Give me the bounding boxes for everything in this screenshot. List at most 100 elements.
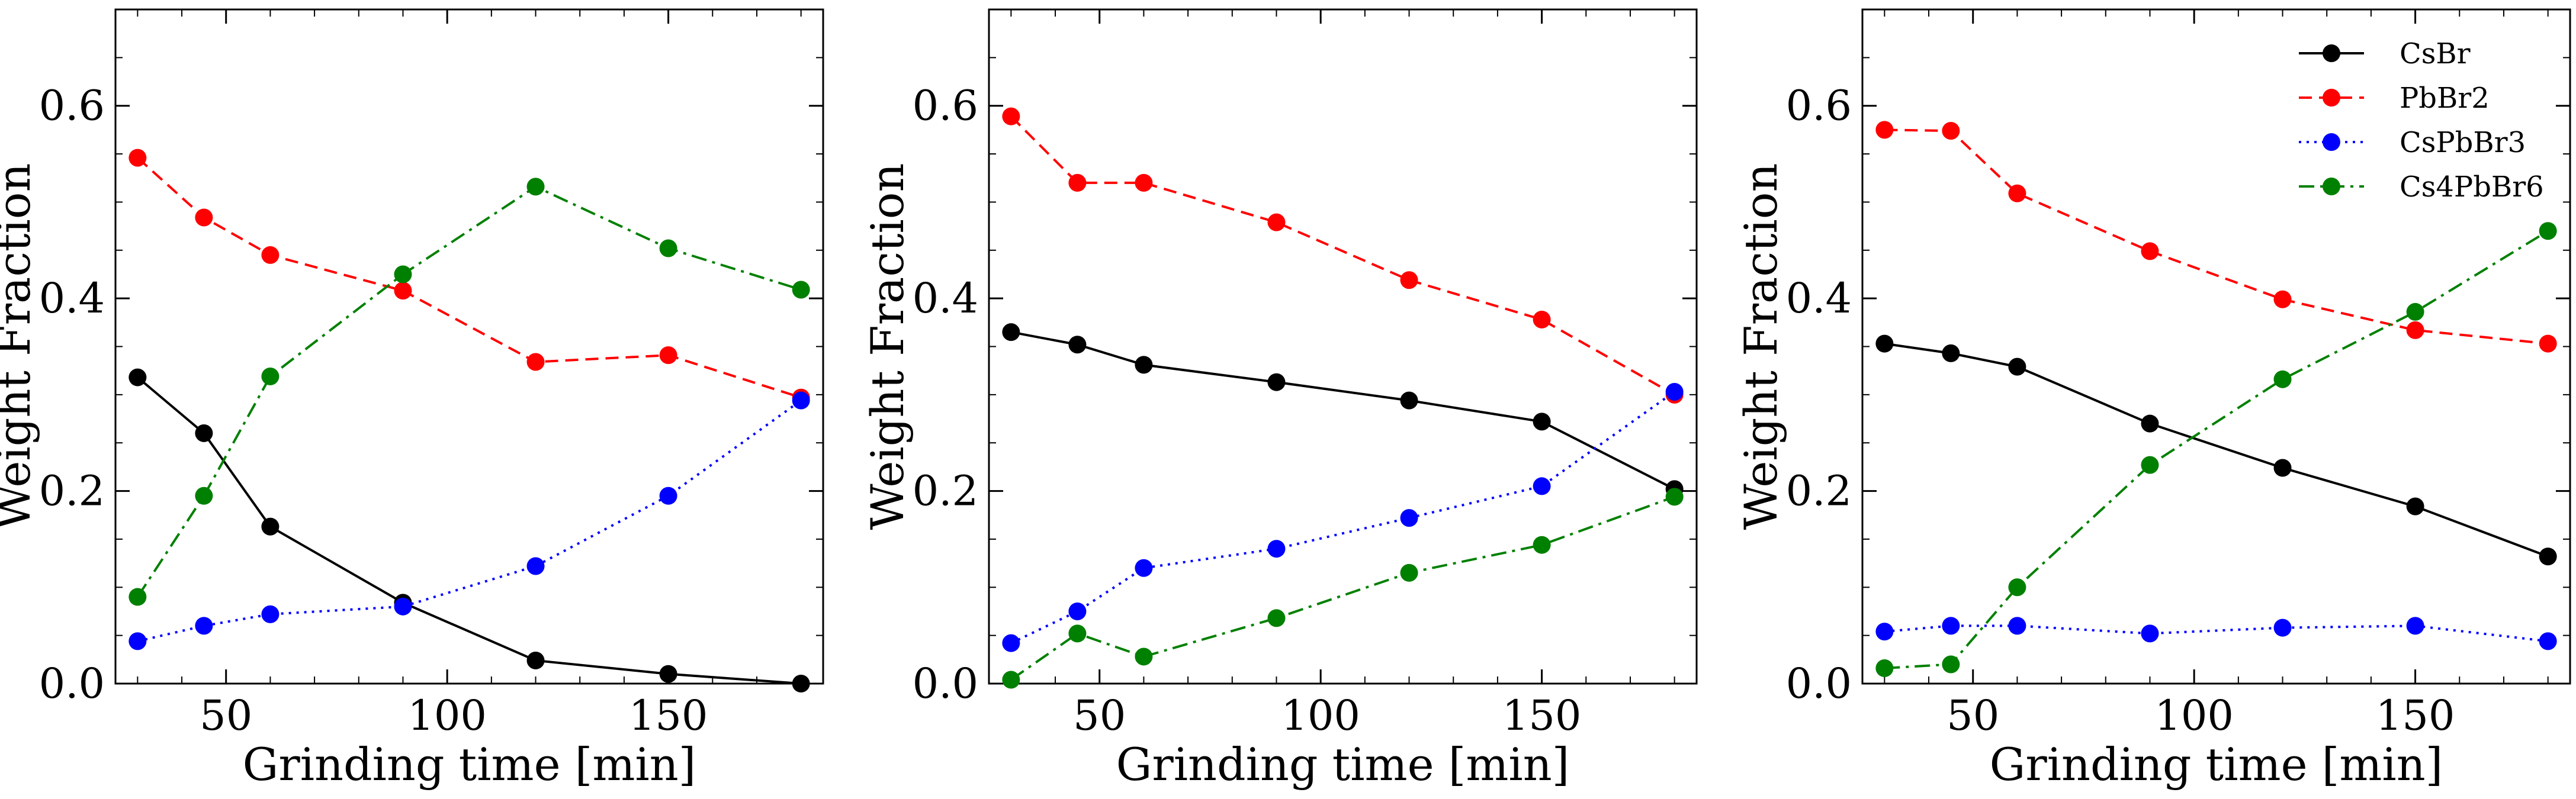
x-tick-label: 150 bbox=[1502, 691, 1582, 740]
data-point bbox=[1942, 344, 1960, 362]
data-point bbox=[1875, 659, 1894, 677]
x-tick-label: 150 bbox=[629, 691, 708, 740]
data-point bbox=[2273, 618, 2292, 637]
data-point bbox=[1875, 334, 1894, 353]
data-point bbox=[1068, 336, 1087, 354]
series-csbr bbox=[1002, 323, 1684, 498]
series-line bbox=[1884, 230, 2549, 669]
legend-marker bbox=[2323, 133, 2340, 151]
data-point bbox=[2141, 414, 2159, 433]
x-tick-label: 100 bbox=[1281, 691, 1360, 740]
data-point bbox=[2539, 547, 2557, 566]
x-tick-label: 50 bbox=[1947, 691, 1999, 740]
data-point bbox=[394, 282, 412, 300]
data-point bbox=[1533, 310, 1551, 328]
series-line bbox=[137, 376, 801, 685]
data-point bbox=[129, 588, 147, 606]
legend: CsBr PbBr2 CsPbBr3 Cs4PbBr6 bbox=[2299, 37, 2544, 204]
data-point bbox=[1002, 634, 1020, 652]
data-point bbox=[526, 353, 545, 371]
data-point bbox=[1002, 107, 1020, 125]
series-pbbr2 bbox=[1875, 121, 2557, 353]
data-point bbox=[2008, 357, 2026, 376]
data-point bbox=[1942, 655, 1960, 674]
y-tick-label: 0.4 bbox=[39, 274, 105, 323]
y-tick-label: 0.2 bbox=[913, 467, 978, 516]
data-point bbox=[1875, 623, 1894, 641]
y-tick-label: 0.0 bbox=[1786, 659, 1852, 708]
data-point bbox=[2406, 617, 2424, 635]
series-line bbox=[1884, 624, 2548, 643]
x-tick-label: 50 bbox=[1073, 691, 1126, 740]
series-cspbbr3 bbox=[1875, 617, 2557, 650]
series-cs4pbbr6 bbox=[1875, 222, 2557, 677]
data-point bbox=[659, 239, 677, 257]
plot-frame bbox=[114, 8, 824, 685]
data-point bbox=[2406, 302, 2424, 321]
series-line bbox=[137, 157, 802, 399]
data-point bbox=[1267, 540, 1286, 558]
x-tick-label: 50 bbox=[200, 691, 252, 740]
data-point bbox=[2008, 578, 2026, 597]
series-line bbox=[1010, 331, 1675, 491]
legend-label: Cs4PbBr6 bbox=[2400, 170, 2544, 204]
data-point bbox=[2273, 370, 2292, 388]
x-axis-label: Grinding time [min] bbox=[243, 738, 696, 791]
data-point bbox=[394, 597, 412, 616]
x-tick-label: 150 bbox=[2376, 691, 2455, 740]
y-axis-label: Weight Fraction bbox=[0, 163, 40, 530]
chart-panel-3: 50 100 150 0.0 0.2 0.4 0.6 Grinding time [min] W… bbox=[1735, 8, 2571, 791]
x-axis-label: Grinding time [min] bbox=[1116, 738, 1570, 791]
data-point bbox=[261, 605, 280, 623]
series-csbr bbox=[1875, 334, 2557, 566]
data-point bbox=[526, 651, 545, 669]
data-point bbox=[1665, 488, 1684, 506]
series-cs4pbbr6 bbox=[129, 178, 810, 606]
series-pbbr2 bbox=[129, 149, 810, 407]
data-point bbox=[1002, 671, 1020, 689]
data-point bbox=[1002, 323, 1020, 341]
y-tick-label: 0.2 bbox=[39, 467, 105, 516]
data-point bbox=[659, 346, 677, 365]
data-point bbox=[2273, 459, 2292, 477]
data-point bbox=[2539, 632, 2557, 650]
legend-label: CsPbBr3 bbox=[2400, 126, 2526, 159]
data-point bbox=[1665, 382, 1684, 401]
series-line bbox=[1010, 115, 1675, 396]
data-point bbox=[1267, 213, 1286, 231]
data-point bbox=[261, 367, 280, 385]
series-line bbox=[1884, 128, 2548, 345]
data-point bbox=[261, 517, 280, 536]
data-point bbox=[129, 149, 147, 167]
data-point bbox=[2008, 617, 2026, 635]
data-point bbox=[1267, 373, 1286, 391]
series-pbbr2 bbox=[1002, 107, 1684, 404]
y-tick-label: 0.6 bbox=[913, 82, 978, 130]
chart-panel-2: 50 100 150 0.0 0.2 0.4 0.6 Grinding time [min] W… bbox=[861, 8, 1698, 791]
data-point bbox=[1135, 559, 1153, 577]
x-axis-label: Grinding time [min] bbox=[1990, 738, 2443, 791]
legend-marker bbox=[2323, 178, 2340, 195]
series-line bbox=[1884, 342, 2549, 558]
data-point bbox=[1068, 624, 1087, 643]
data-point bbox=[1068, 173, 1087, 192]
data-point bbox=[195, 208, 213, 227]
data-point bbox=[261, 246, 280, 264]
legend-label: PbBr2 bbox=[2400, 82, 2490, 115]
data-point bbox=[792, 675, 810, 692]
series-cspbbr3 bbox=[129, 391, 810, 650]
data-point bbox=[1400, 271, 1418, 289]
chart-panels: 50 100 150 0.0 0.2 0.4 0.6 Grinding time [min] W… bbox=[0, 8, 2571, 791]
data-point bbox=[129, 632, 147, 650]
data-point bbox=[2273, 290, 2292, 308]
data-point bbox=[2539, 334, 2557, 353]
data-point bbox=[1533, 536, 1551, 554]
y-tick-label: 0.4 bbox=[1786, 274, 1852, 323]
series-cs4pbbr6 bbox=[1002, 488, 1684, 689]
data-point bbox=[2141, 456, 2159, 474]
data-point bbox=[2141, 624, 2159, 643]
plot-frame bbox=[988, 8, 1698, 685]
series-cspbbr3 bbox=[1002, 382, 1684, 652]
data-point bbox=[526, 178, 545, 196]
